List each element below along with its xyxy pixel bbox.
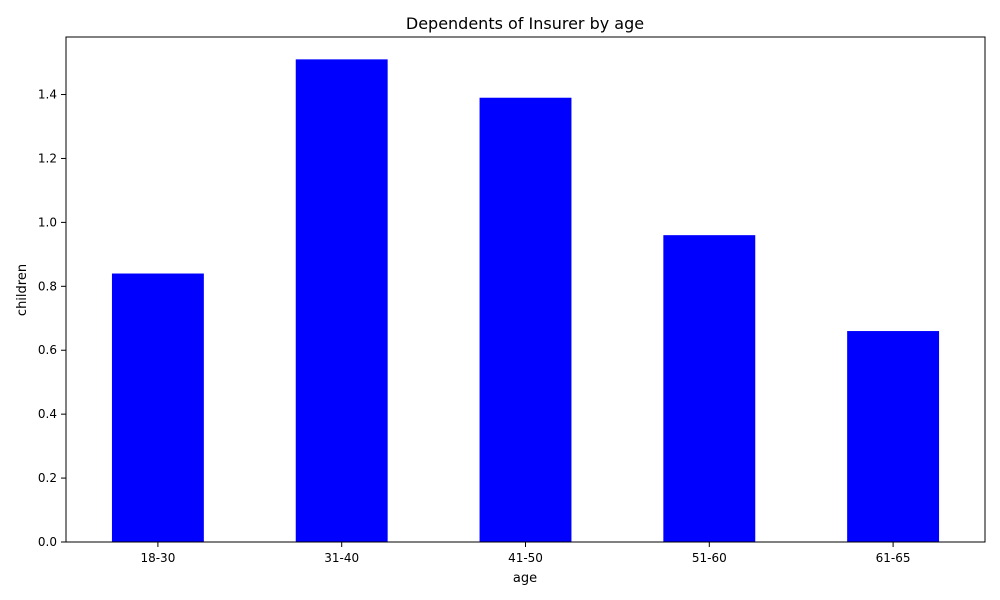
chart-title: Dependents of Insurer by age bbox=[406, 14, 644, 33]
x-axis-label: age bbox=[513, 571, 537, 586]
y-tick-label: 1.4 bbox=[38, 88, 57, 102]
y-axis: 0.0 0.2 0.4 0.6 0.8 1.0 1.2 1.4 bbox=[38, 88, 66, 549]
bars-group bbox=[111, 59, 940, 543]
x-tick-label: 18-30 bbox=[140, 551, 175, 565]
bar-41-50 bbox=[479, 97, 572, 542]
bar-51-60 bbox=[663, 235, 756, 542]
bar-18-30 bbox=[111, 273, 204, 542]
bar-61-65 bbox=[847, 331, 940, 542]
y-tick-label: 0.0 bbox=[38, 535, 57, 549]
x-tick-label: 41-50 bbox=[508, 551, 543, 565]
bar-31-40 bbox=[295, 59, 388, 543]
y-tick-label: 1.0 bbox=[38, 215, 57, 229]
y-tick-label: 0.2 bbox=[38, 471, 57, 485]
y-tick-label: 0.6 bbox=[38, 343, 57, 357]
plot-frame bbox=[65, 36, 986, 543]
y-axis-label: children bbox=[15, 264, 30, 316]
x-tick-label: 31-40 bbox=[324, 551, 359, 565]
y-tick-label: 0.8 bbox=[38, 279, 57, 293]
x-tick-label: 51-60 bbox=[692, 551, 727, 565]
y-tick-label: 1.2 bbox=[38, 151, 57, 165]
x-tick-label: 61-65 bbox=[876, 551, 911, 565]
x-axis: 18-30 31-40 41-50 51-60 61-65 bbox=[140, 542, 911, 565]
y-tick-label: 0.4 bbox=[38, 407, 57, 421]
